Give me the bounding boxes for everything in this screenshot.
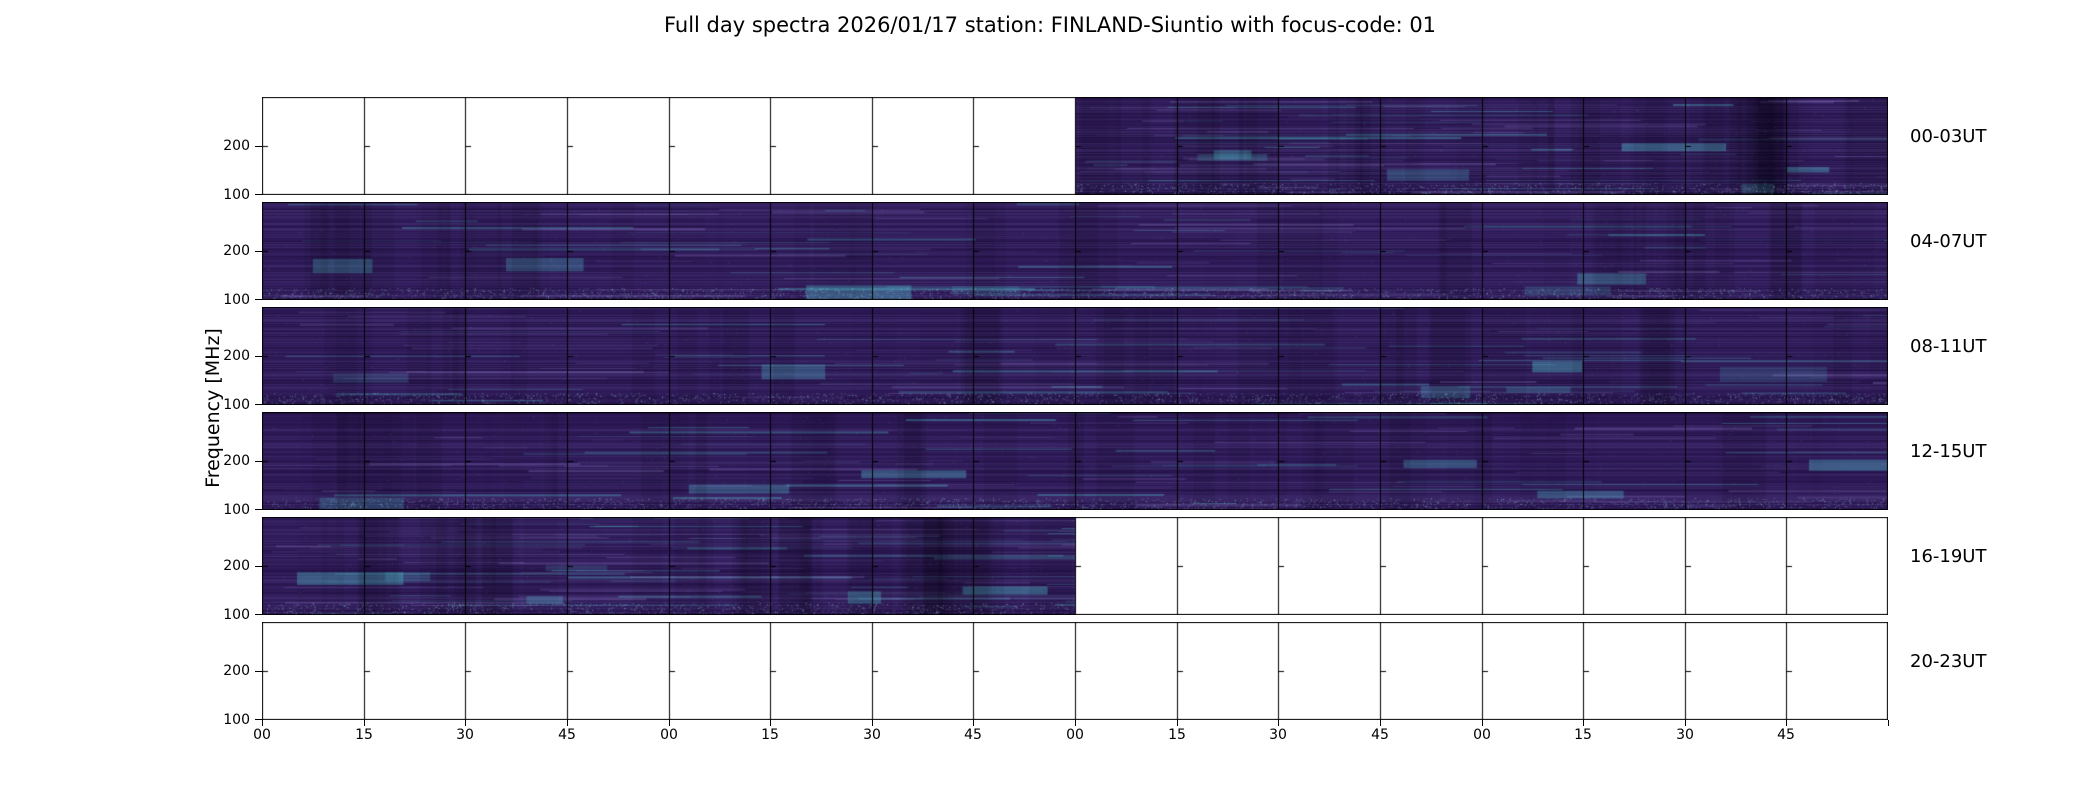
x-tick-mark [1482,720,1483,726]
x-tick-mark [1075,720,1076,726]
spectrogram-row: 20-23UT 200 100 [223,622,1986,728]
x-tick-label: 00 [1066,727,1084,743]
y-tick-label: 100 [223,712,250,728]
x-tick-mark [262,720,263,726]
x-tick-mark [669,720,670,726]
x-tick-mark [872,720,873,726]
y-tick-label: 200 [223,348,250,364]
x-tick-label: 00 [253,727,271,743]
x-tick-label: 30 [456,727,474,743]
y-tick-mark [255,614,262,615]
x-tick-label: 30 [1269,727,1287,743]
y-tick-label: 200 [223,663,250,679]
spectrogram-canvas [262,307,1888,405]
spectrogram-row: 00-03UT 200 100 [223,97,1986,203]
y-tick-mark [255,509,262,510]
row-time-label: 12-15UT [1910,441,1987,462]
y-tick-mark [255,194,262,195]
y-tick-mark [255,299,262,300]
x-tick-mark [973,720,974,726]
spectrogram-row: 04-07UT 200 100 [223,202,1986,308]
spectrogram-canvas [262,97,1888,195]
x-tick-mark [1786,720,1787,726]
spectrogram-canvas [262,202,1888,300]
x-tick-label: 45 [558,727,576,743]
row-time-label: 00-03UT [1910,126,1987,147]
y-tick-mark [255,356,262,357]
y-tick-label: 200 [223,243,250,259]
x-tick-label: 15 [1574,727,1592,743]
chart-title: Full day spectra 2026/01/17 station: FIN… [663,13,1437,37]
y-tick-label: 100 [223,502,250,518]
spectrogram-canvas [262,622,1888,720]
x-tick-label: 15 [355,727,373,743]
spectrogram-row: 12-15UT 200 100 [223,412,1986,518]
y-tick-mark [255,719,262,720]
x-tick-mark [1888,720,1889,726]
x-tick-mark [1583,720,1584,726]
x-tick-mark [1278,720,1279,726]
y-tick-mark [255,146,262,147]
y-tick-label: 200 [223,558,250,574]
x-tick-mark [1380,720,1381,726]
x-tick-label: 30 [863,727,881,743]
x-tick-label: 45 [1777,727,1795,743]
y-tick-label: 100 [223,187,250,203]
x-tick-label: 15 [1168,727,1186,743]
spectrogram-row: 08-11UT 200 100 [223,307,1986,413]
x-tick-mark [770,720,771,726]
row-time-label: 16-19UT [1910,546,1987,567]
x-tick-mark [465,720,466,726]
x-tick-mark [1177,720,1178,726]
y-tick-label: 200 [223,453,250,469]
y-tick-label: 100 [223,397,250,413]
x-tick-label: 00 [1473,727,1491,743]
y-tick-label: 200 [223,138,250,154]
spectrogram-row: 16-19UT 200 100 [223,517,1986,623]
y-tick-mark [255,566,262,567]
y-tick-mark [255,251,262,252]
spectrogram-canvas [262,412,1888,510]
spectrogram-canvas [262,517,1888,615]
row-time-label: 04-07UT [1910,231,1987,252]
x-tick-label: 45 [964,727,982,743]
y-tick-mark [255,671,262,672]
x-tick-mark [567,720,568,726]
y-tick-mark [255,461,262,462]
x-tick-mark [364,720,365,726]
row-time-label: 08-11UT [1910,336,1987,357]
x-tick-label: 15 [761,727,779,743]
x-tick-mark [1685,720,1686,726]
y-tick-mark [255,404,262,405]
x-tick-label: 45 [1371,727,1389,743]
y-tick-label: 100 [223,607,250,623]
row-time-label: 20-23UT [1910,651,1987,672]
x-tick-label: 30 [1676,727,1694,743]
x-tick-label: 00 [660,727,678,743]
y-tick-label: 100 [223,292,250,308]
